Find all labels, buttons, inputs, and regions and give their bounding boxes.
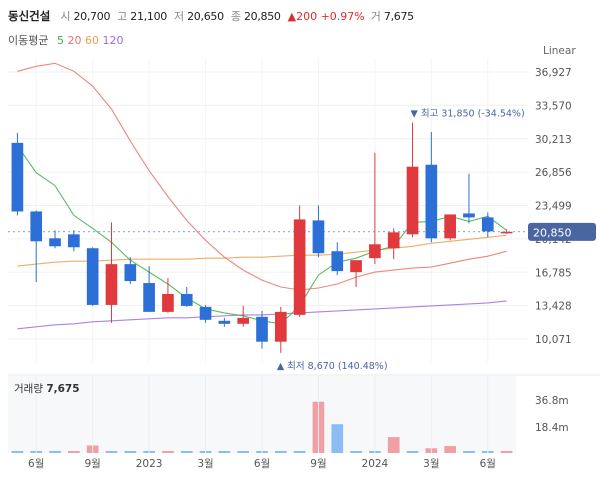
candle-body	[350, 260, 362, 273]
x-tick-label: 3월	[423, 458, 439, 470]
volume-tick-label: 18.4m	[535, 422, 569, 434]
volume-bar	[406, 451, 419, 453]
volume-bar	[274, 451, 287, 453]
volume-bar	[500, 451, 513, 453]
volume-bar	[68, 451, 80, 453]
price-header: 동신건설 시 20,700 고 21,100 저 20,650 종 20,850…	[8, 7, 598, 25]
high-label: 고	[117, 10, 128, 23]
ma-5-label: 5	[56, 34, 64, 47]
candle-body	[500, 231, 513, 234]
x-tick-label: 6월	[480, 458, 496, 470]
y-tick-label: 26,856	[535, 167, 572, 179]
candle-body	[369, 244, 381, 259]
candle-body	[143, 283, 155, 312]
ma60-line	[17, 234, 507, 267]
y-tick-label: 10,071	[535, 334, 572, 346]
y-tick-label: 36,927	[535, 67, 572, 79]
volume-value: 7,675	[383, 9, 414, 23]
volume-bar	[105, 451, 118, 453]
candle-body	[425, 164, 438, 239]
x-tick-label: 6월	[28, 458, 44, 470]
x-tick-label: 2023	[136, 458, 163, 470]
candle-body	[30, 211, 43, 242]
volume-panel-value: 7,675	[46, 383, 80, 395]
volume-bar	[350, 451, 362, 453]
open-value: 20,700	[73, 9, 111, 23]
y-tick-label: 23,499	[535, 201, 572, 213]
volume-bar	[237, 451, 250, 453]
x-tick-label: 9월	[310, 458, 326, 470]
candle-body	[49, 238, 61, 247]
y-tick-label: 30,213	[535, 134, 572, 146]
volume-bar	[180, 451, 193, 453]
volume-panel-label: 거래량 7,675	[14, 381, 80, 396]
volume-panel-title: 거래량	[14, 383, 43, 395]
high-value: 21,100	[130, 9, 167, 23]
candle-body	[274, 311, 287, 342]
candle-body	[180, 293, 193, 306]
candle-body	[463, 213, 475, 218]
ma20-line	[17, 62, 507, 291]
volume-bar	[162, 451, 174, 453]
candle-body	[444, 214, 456, 239]
volume-bar	[218, 451, 231, 453]
volume-bar	[387, 437, 400, 453]
candle-body	[387, 232, 400, 249]
current-price-label: 20,850	[533, 226, 572, 239]
open-label: 시	[60, 10, 71, 23]
volume-bar	[463, 451, 475, 453]
high-annotation: ▼ 최고 31,850 (-34.54%)	[411, 108, 525, 119]
candle-body	[86, 248, 99, 305]
low-annotation: ▲ 최저 8,670 (140.48%)	[277, 361, 388, 372]
x-tick-label: 3월	[197, 458, 213, 470]
low-label: 저	[173, 10, 185, 23]
candle-body	[218, 320, 231, 324]
volume-tick-label: 36.8m	[535, 395, 569, 407]
candle-body	[312, 220, 325, 254]
candle-body	[481, 217, 494, 232]
volume-label: 거	[370, 10, 381, 23]
current-price-tag	[528, 222, 596, 241]
change-value: ▲200 +0.97%	[287, 9, 365, 23]
candle-body	[11, 142, 24, 212]
close-value: 20,850	[243, 9, 281, 23]
ma-20-label: 20	[67, 34, 82, 47]
volume-bar	[293, 451, 306, 453]
y-tick-label: 13,428	[535, 301, 572, 313]
volume-bar	[124, 451, 137, 453]
ma-60-label: 60	[84, 34, 99, 47]
candle-body	[293, 219, 306, 315]
x-tick-label: 6월	[254, 458, 270, 470]
low-value: 20,650	[187, 9, 224, 23]
stock-name: 동신건설	[8, 9, 51, 23]
candle-body	[162, 293, 174, 312]
y-tick-label: 33,570	[535, 100, 572, 112]
candle-body	[105, 264, 118, 305]
moving-average-legend[interactable]: 이동평균 5 20 60 120	[8, 32, 123, 48]
candle-body	[68, 234, 80, 248]
volume-bar	[444, 446, 456, 453]
candle-body	[406, 166, 419, 235]
ma-120-label: 120	[102, 34, 124, 47]
y-tick-label: 16,785	[535, 267, 572, 279]
volume-bar	[49, 451, 61, 453]
volume-bar	[331, 424, 344, 453]
candle-body	[331, 251, 344, 272]
volume-bar	[11, 451, 24, 453]
close-label: 종	[230, 10, 241, 23]
ma-title: 이동평균	[8, 34, 49, 47]
candle-body	[199, 306, 212, 320]
x-tick-label: 9월	[84, 458, 100, 470]
scale-mode-toggle[interactable]: Linear	[543, 45, 576, 57]
candle-body	[256, 316, 268, 342]
candle-body	[237, 317, 250, 324]
candle-body	[124, 264, 137, 282]
x-tick-label: 2024	[362, 458, 389, 470]
